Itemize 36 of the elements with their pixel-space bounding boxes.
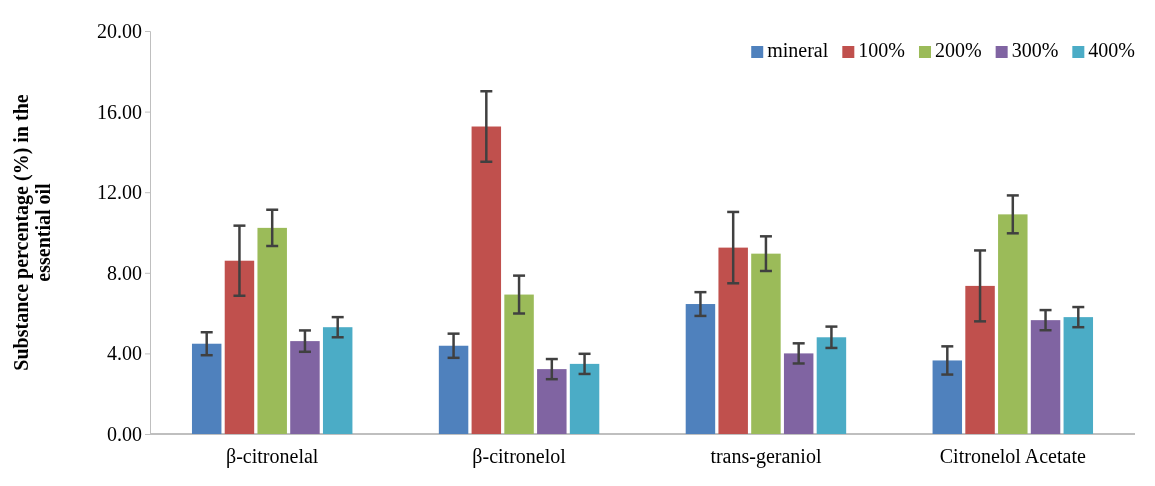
bar: [816, 337, 847, 434]
y-tick-label: 12.00: [97, 181, 142, 204]
legend-label: 400%: [1088, 39, 1135, 61]
bar: [998, 214, 1028, 434]
bar: [224, 260, 255, 434]
bar: [569, 363, 600, 434]
legend-label: 200%: [934, 39, 982, 61]
y-tick-label: 16.00: [97, 100, 142, 123]
legend-label: mineral: [767, 39, 829, 61]
bar: [537, 369, 567, 434]
y-tick-label: 8.00: [107, 261, 142, 284]
bar: [1063, 317, 1094, 434]
bar: [322, 327, 353, 434]
bar: [783, 353, 814, 434]
bar: [191, 343, 222, 434]
y-tick-label: 0.00: [107, 422, 142, 445]
x-tick-label: trans-geraniol: [710, 445, 822, 468]
y-axis-title: Substance percentage (%) in the essential oil: [10, 94, 54, 371]
legend-label: 300%: [1011, 39, 1059, 61]
bar: [438, 345, 469, 434]
bar: [504, 294, 534, 434]
y-tick-label: 4.00: [107, 342, 142, 365]
bar: [1030, 320, 1061, 434]
bar: [718, 247, 748, 434]
bar: [751, 253, 781, 434]
x-tick-label: Citronelol Acetate: [939, 445, 1086, 467]
bar: [257, 227, 287, 434]
bar: [932, 360, 963, 434]
x-tick-label: β-citronelal: [226, 445, 319, 468]
y-tick-label: 20.00: [97, 19, 142, 42]
x-tick-label: β-citronelol: [472, 445, 567, 468]
bar: [965, 285, 995, 434]
legend-label: 100%: [858, 39, 905, 61]
bar: [471, 126, 502, 434]
bar: [685, 304, 716, 434]
bar: [290, 341, 320, 434]
